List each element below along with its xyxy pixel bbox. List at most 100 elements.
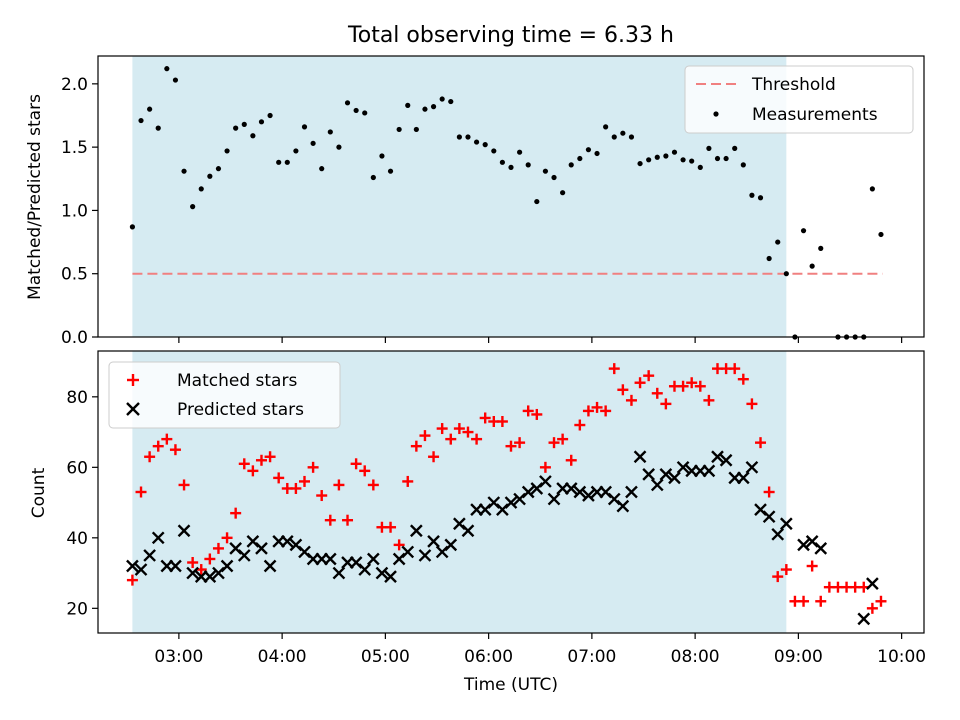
predicted-star-point (220, 559, 234, 573)
measurement-point (594, 150, 600, 157)
measurement-point (233, 125, 239, 131)
measurement-point (319, 166, 325, 172)
measurement-point (697, 164, 703, 170)
matched-star-point (522, 405, 534, 417)
measurement-point (181, 168, 187, 174)
matched-star-point (350, 458, 362, 470)
x-tick-label: 06:00 (464, 647, 513, 667)
predicted-star-point (616, 499, 630, 513)
predicted-star-point (539, 475, 552, 488)
predicted-star-point (650, 478, 664, 492)
matched-star-point (780, 564, 792, 576)
measurement-point (439, 96, 445, 102)
measurement-point (706, 145, 712, 152)
predicted-star-point (745, 460, 759, 474)
predicted-star-point (633, 450, 647, 464)
matched-star-point (161, 433, 173, 445)
matched-star-point (247, 465, 259, 477)
predicted-star-point (126, 559, 139, 573)
measurement-point (671, 149, 678, 155)
predicted-star-point (375, 566, 389, 580)
measurement-point (456, 134, 462, 140)
measurement-point (749, 192, 755, 198)
predicted-star-point (866, 577, 879, 590)
predicted-star-point (573, 485, 587, 499)
measurement-point (680, 157, 686, 163)
matched-star-point (402, 475, 414, 487)
measurement-point (818, 245, 824, 251)
matched-star-point (230, 507, 242, 519)
predicted-star-point (263, 559, 277, 573)
matched-star-point (746, 398, 758, 410)
measurement-point (560, 190, 566, 196)
matched-star-point (342, 514, 354, 526)
measurement-point (379, 153, 385, 159)
count-y-tick-label: 60 (66, 458, 88, 478)
measurement-point (766, 255, 772, 262)
predicted-star-point (702, 464, 716, 478)
measurement-point (628, 134, 635, 140)
ratio-y-tick-label: 0.5 (61, 265, 88, 285)
measurement-point (129, 224, 136, 230)
predicted-star-point (504, 496, 518, 509)
matched-star-point (204, 553, 216, 565)
count-panel-frame (97, 350, 925, 634)
matched-star-point (428, 451, 440, 463)
predicted-star-point (582, 489, 595, 502)
matched-star-point (531, 408, 543, 420)
measurement-point (723, 155, 729, 162)
predicted-stars-series (126, 450, 879, 626)
matched-star-point (608, 363, 620, 375)
measurement-point (164, 66, 170, 72)
predicted-star-point (401, 545, 415, 559)
measurement-point (405, 102, 411, 108)
matched-star-point (152, 440, 164, 452)
predicted-star-point (255, 542, 268, 555)
predicted-star-point (427, 535, 440, 548)
measurement-point (336, 144, 342, 150)
predicted-star-point (642, 468, 656, 481)
matched-star-point (367, 479, 379, 491)
ratio-legend: Threshold Measurements (684, 65, 914, 134)
matched-star-point (187, 557, 199, 568)
measurement-point (663, 153, 669, 159)
predicted-star-point (143, 549, 156, 562)
legend-matched-swatch (127, 374, 139, 386)
ratio-y-axis-label: Matched/Predicted stars (25, 94, 45, 300)
x-tick-label: 05:00 (361, 647, 410, 667)
predicted-star-point (676, 460, 690, 474)
predicted-star-point (151, 531, 165, 545)
measurement-point (869, 186, 875, 192)
predicted-star-point (771, 527, 785, 541)
predicted-star-point (779, 517, 793, 531)
predicted-star-point (521, 485, 535, 499)
measurement-point (327, 129, 333, 135)
measurement-point (147, 106, 153, 112)
count-legend: Matched stars Predicted stars (108, 361, 341, 429)
legend-matched-label: Matched stars (177, 371, 297, 391)
x-tick-label: 09:00 (774, 647, 823, 667)
predicted-star-point (418, 549, 432, 562)
matched-star-point (729, 363, 741, 375)
matched-star-point (333, 479, 345, 491)
matched-stars-series (126, 363, 887, 614)
measurement-point (138, 117, 144, 124)
predicted-star-point (169, 559, 182, 573)
predicted-star-point (358, 563, 372, 576)
predicted-star-point (719, 453, 733, 467)
measurement-point (603, 124, 609, 130)
matched-star-point (677, 380, 689, 392)
matched-star-point (453, 423, 465, 435)
measurement-point (241, 121, 247, 127)
matched-star-point (660, 398, 672, 410)
ratio-panel-frame (97, 55, 925, 338)
measurement-point (525, 162, 531, 168)
matched-star-point (643, 370, 655, 382)
predicted-star-point (203, 570, 217, 583)
matched-star-point (565, 454, 577, 466)
count-y-axis: 20 40 60 80 (66, 388, 98, 619)
matched-star-point (324, 514, 336, 526)
measurement-point (250, 133, 256, 139)
measurement-point (551, 174, 557, 181)
measurement-point (396, 126, 402, 133)
